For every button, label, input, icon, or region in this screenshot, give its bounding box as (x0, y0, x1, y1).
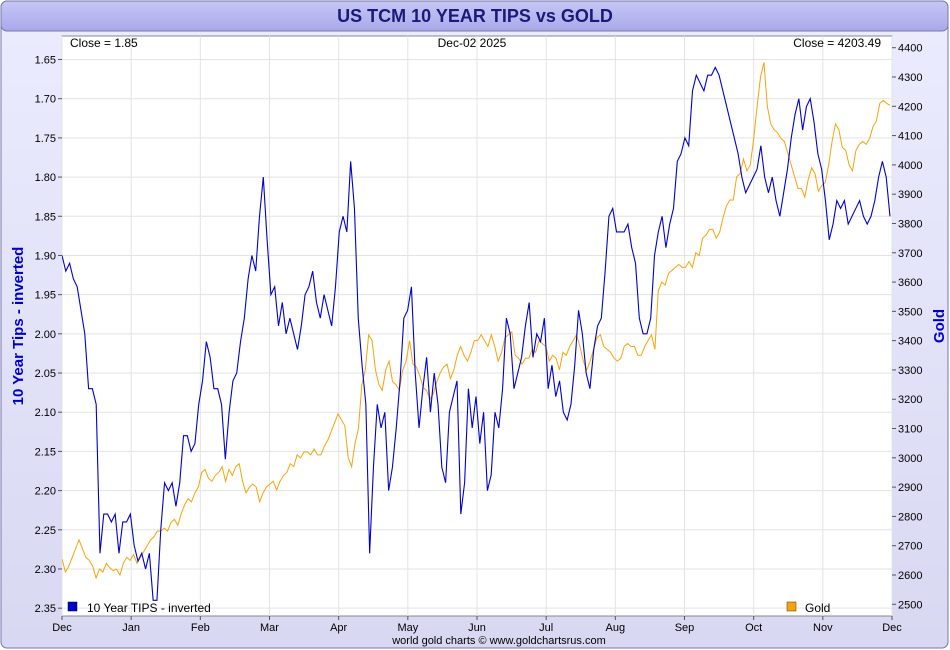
x-tick-label: May (397, 622, 418, 634)
right-tick-label: 2900 (898, 482, 922, 494)
legend-label-tips: 10 Year TIPS - inverted (87, 601, 211, 615)
right-tick-label: 3000 (898, 453, 922, 465)
right-tick-label: 3400 (898, 336, 922, 348)
left-tick-label: 2.00 (35, 329, 56, 341)
x-tick-label: Feb (191, 622, 210, 634)
right-tick-label: 2600 (898, 570, 922, 582)
x-tick-label: Sep (675, 622, 695, 634)
right-close-label: Close = 4203.49 (793, 36, 881, 50)
right-tick-label: 4100 (898, 131, 922, 143)
left-tick-label: 1.70 (35, 94, 56, 106)
left-tick-label: 2.25 (35, 525, 56, 537)
left-tick-label: 2.10 (35, 407, 56, 419)
left-axis-title: 10 Year Tips - inverted (10, 247, 27, 406)
left-tick-label: 2.20 (35, 486, 56, 498)
grid (61, 36, 893, 616)
title-bar (0, 0, 949, 32)
legend-swatch-gold (786, 601, 797, 612)
left-tick-label: 2.05 (35, 368, 56, 380)
left-tick-label: 1.90 (35, 250, 56, 262)
right-tick-label: 2800 (898, 511, 922, 523)
left-tick-label: 1.95 (35, 290, 56, 302)
x-tick-label: Jan (122, 622, 140, 634)
left-tick-label: 2.30 (35, 564, 56, 576)
right-tick-label: 4000 (898, 160, 922, 172)
x-tick-label: Mar (260, 622, 279, 634)
right-tick-label: 4200 (898, 101, 922, 113)
chart-title: US TCM 10 YEAR TIPS vs GOLD (337, 6, 613, 26)
legend-swatch-tips (67, 601, 78, 612)
x-tick-label: Dec (882, 622, 902, 634)
series-line-gold (62, 62, 891, 580)
x-axis: Dec Jan Feb Mar Apr May Jun Jul Aug Sep Oct Nov Dec (52, 616, 902, 634)
left-tick-label: 1.85 (35, 211, 56, 223)
right-tick-label: 4300 (898, 72, 922, 84)
right-tick-label: 3900 (898, 189, 922, 201)
date-label: Dec-02 2025 (438, 36, 507, 50)
left-close-label: Close = 1.85 (70, 36, 138, 50)
x-tick-label: Jun (468, 622, 486, 634)
legend-label-gold: Gold (805, 601, 830, 615)
right-tick-label: 3600 (898, 277, 922, 289)
left-tick-label: 1.80 (35, 172, 56, 184)
left-tick-label: 1.65 (35, 55, 56, 67)
left-axis: 1.65 1.70 1.75 1.80 1.85 1.90 1.95 2.00 2.05 2.10… (35, 55, 62, 615)
right-axis: 2500 2600 2700 2800 2900 3000 3100 3200 3300 3400… (892, 43, 922, 611)
x-tick-label: Jul (539, 622, 553, 634)
right-axis-title: Gold (931, 309, 948, 343)
credit-text: world gold charts © www.goldchartsrus.co… (391, 635, 606, 647)
left-tick-label: 2.35 (35, 603, 56, 615)
right-tick-label: 3700 (898, 248, 922, 260)
x-tick-label: Nov (813, 622, 833, 634)
left-tick-label: 1.75 (35, 133, 56, 145)
right-tick-label: 2700 (898, 541, 922, 553)
right-tick-label: 3300 (898, 365, 922, 377)
right-tick-label: 4400 (898, 43, 922, 55)
right-tick-label: 3100 (898, 424, 922, 436)
left-tick-label: 2.15 (35, 446, 56, 458)
x-tick-label: Apr (330, 622, 347, 634)
right-tick-label: 3500 (898, 306, 922, 318)
x-tick-label: Oct (745, 622, 762, 634)
x-tick-label: Aug (606, 622, 626, 634)
right-tick-label: 3200 (898, 394, 922, 406)
series-line-tips (62, 66, 891, 601)
right-tick-label: 3800 (898, 218, 922, 230)
x-tick-label: Dec (52, 622, 72, 634)
right-tick-label: 2500 (898, 599, 922, 611)
